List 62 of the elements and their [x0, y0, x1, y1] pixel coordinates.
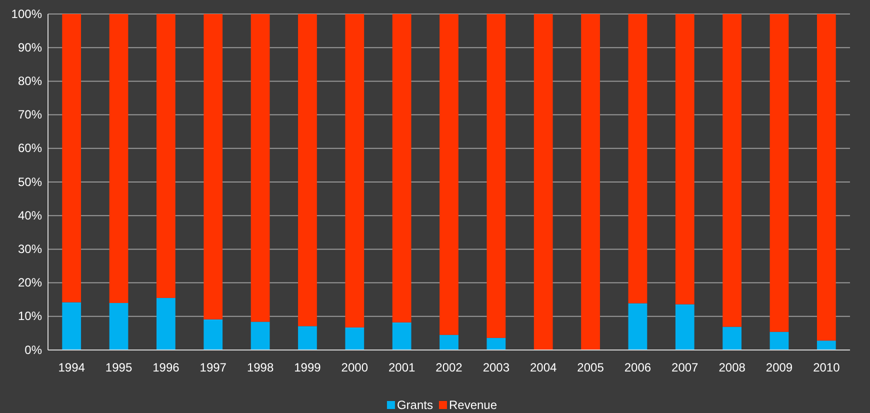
bar: [156, 298, 176, 350]
bar: [440, 14, 458, 335]
legend-label: Revenue: [448, 398, 498, 412]
bar: [581, 14, 600, 350]
y-tick-label: 0%: [24, 342, 42, 357]
bar: [109, 14, 128, 303]
x-tick-label: 2010: [813, 360, 840, 375]
bar: [204, 14, 223, 320]
bar: [722, 14, 742, 327]
y-tick-label: 70%: [18, 108, 42, 122]
bar: [675, 304, 694, 350]
bar: [486, 14, 506, 338]
y-tick-label: 100%: [11, 6, 42, 21]
bar: [770, 14, 789, 332]
y-tick-label: 80%: [18, 74, 42, 88]
bar: [675, 14, 694, 304]
x-tick-label: 2000: [341, 360, 368, 375]
x-tick-label: 2004: [530, 360, 558, 375]
bar: [816, 14, 836, 341]
x-tick-label: 2006: [624, 360, 652, 375]
x-tick-label: 1995: [105, 360, 132, 375]
bar: [62, 302, 82, 350]
x-tick-label: 2009: [766, 360, 793, 375]
bar: [204, 319, 223, 350]
bar: [298, 14, 317, 326]
bar: [392, 322, 412, 350]
bar: [770, 332, 789, 350]
bar: [298, 326, 317, 350]
bar: [345, 327, 364, 350]
bar: [250, 322, 270, 350]
x-tick-label: 1997: [200, 360, 227, 375]
bar: [392, 14, 412, 322]
y-tick-label: 10%: [18, 309, 42, 324]
bar: [156, 14, 176, 298]
y-tick-label: 20%: [18, 276, 42, 290]
bar: [109, 302, 128, 350]
bar: [628, 14, 648, 304]
x-tick-label: 2007: [672, 360, 699, 375]
y-tick-label: 50%: [18, 174, 42, 189]
y-tick-label: 30%: [18, 242, 42, 256]
x-tick-label: 2002: [436, 360, 463, 375]
x-tick-label: 2003: [482, 360, 510, 375]
bar: [722, 326, 742, 350]
bar: [816, 340, 836, 350]
x-tick-label: 1999: [294, 360, 322, 375]
legend-label: Grants: [396, 398, 433, 412]
x-tick-label: 2001: [388, 360, 416, 375]
y-tick-label: 60%: [18, 141, 42, 156]
bar: [534, 14, 553, 350]
x-tick-label: 2008: [718, 360, 746, 375]
bar: [62, 14, 82, 302]
x-tick-label: 2005: [577, 360, 604, 375]
bar: [250, 14, 270, 322]
y-tick-label: 90%: [18, 40, 42, 54]
x-tick-label: 1994: [58, 360, 86, 375]
x-tick-label: 1998: [246, 360, 274, 375]
bar: [440, 334, 458, 350]
y-tick-label: 40%: [18, 208, 42, 222]
bar: [628, 303, 648, 350]
bar: [486, 338, 506, 350]
x-tick-label: 1996: [152, 360, 180, 375]
bar: [345, 14, 364, 328]
